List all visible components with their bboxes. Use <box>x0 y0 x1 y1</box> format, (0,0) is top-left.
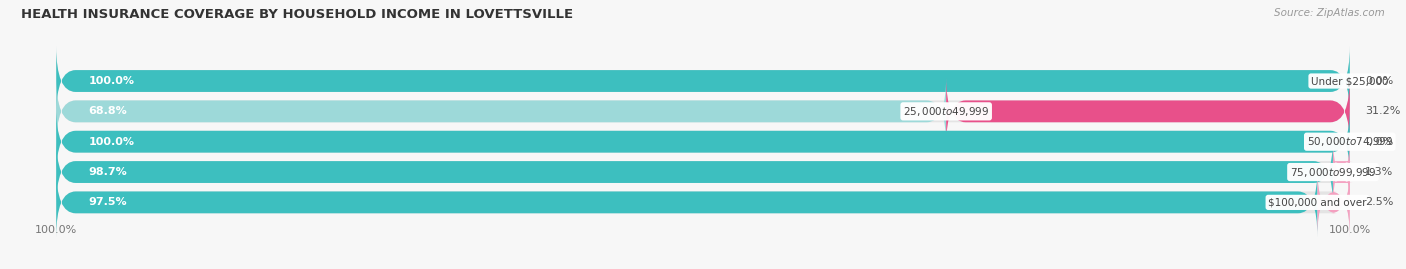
Text: 1.3%: 1.3% <box>1365 167 1393 177</box>
FancyBboxPatch shape <box>56 47 1350 116</box>
Text: 31.2%: 31.2% <box>1365 106 1400 116</box>
Text: 100.0%: 100.0% <box>89 137 135 147</box>
Text: $100,000 and over: $100,000 and over <box>1268 197 1367 207</box>
Text: 2.5%: 2.5% <box>1365 197 1393 207</box>
Text: 68.8%: 68.8% <box>89 106 128 116</box>
Text: $75,000 to $99,999: $75,000 to $99,999 <box>1289 165 1376 179</box>
FancyBboxPatch shape <box>56 77 946 146</box>
FancyBboxPatch shape <box>56 168 1350 237</box>
Text: 97.5%: 97.5% <box>89 197 127 207</box>
FancyBboxPatch shape <box>56 77 1350 146</box>
Text: Under $25,000: Under $25,000 <box>1310 76 1389 86</box>
Text: 0.0%: 0.0% <box>1365 137 1393 147</box>
Text: $25,000 to $49,999: $25,000 to $49,999 <box>903 105 990 118</box>
FancyBboxPatch shape <box>56 107 1350 176</box>
Text: 98.7%: 98.7% <box>89 167 128 177</box>
FancyBboxPatch shape <box>1330 137 1353 207</box>
FancyBboxPatch shape <box>56 137 1350 207</box>
Text: 0.0%: 0.0% <box>1365 76 1393 86</box>
Text: HEALTH INSURANCE COVERAGE BY HOUSEHOLD INCOME IN LOVETTSVILLE: HEALTH INSURANCE COVERAGE BY HOUSEHOLD I… <box>21 8 574 21</box>
Text: $50,000 to $74,999: $50,000 to $74,999 <box>1306 135 1393 148</box>
Text: Source: ZipAtlas.com: Source: ZipAtlas.com <box>1274 8 1385 18</box>
FancyBboxPatch shape <box>56 137 1333 207</box>
Text: 100.0%: 100.0% <box>89 76 135 86</box>
FancyBboxPatch shape <box>56 168 1317 237</box>
FancyBboxPatch shape <box>56 47 1350 116</box>
FancyBboxPatch shape <box>1317 168 1350 237</box>
FancyBboxPatch shape <box>56 107 1350 176</box>
FancyBboxPatch shape <box>946 77 1350 146</box>
